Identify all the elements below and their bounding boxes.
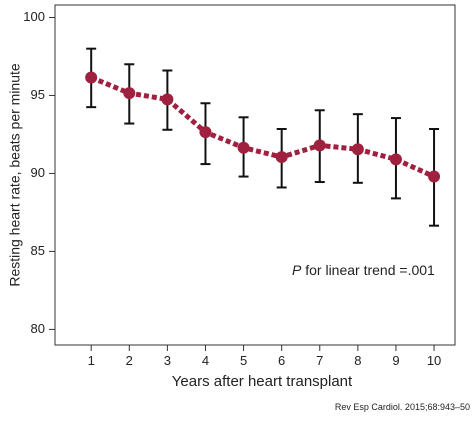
y-tick-label: 85 (31, 243, 45, 258)
y-tick-label: 100 (23, 9, 45, 24)
point (161, 93, 174, 106)
y-tick-label: 90 (31, 165, 45, 180)
x-tick-label: 10 (427, 353, 441, 368)
point (389, 153, 402, 166)
x-tick-label: 7 (316, 353, 323, 368)
point (123, 87, 136, 100)
annotation-text: for linear trend =.001 (301, 262, 435, 278)
annotation: P for linear trend =.001 (292, 262, 435, 278)
point (428, 170, 441, 183)
x-tick-label: 5 (240, 353, 247, 368)
point (85, 71, 98, 84)
plot-frame (54, 4, 456, 346)
series-line (90, 75, 436, 179)
x-tick-label: 3 (164, 353, 171, 368)
y-tick-label: 80 (31, 321, 45, 336)
x-axis-label: Years after heart transplant (172, 373, 353, 390)
point (351, 143, 364, 156)
x-tick-label: 2 (126, 353, 133, 368)
x-tick-label: 9 (392, 353, 399, 368)
x-tick-label: 1 (88, 353, 95, 368)
y-axis-label: Resting heart rate, beats per minute (7, 63, 23, 287)
x-tick-label: 4 (202, 353, 209, 368)
annotation-italic: P (292, 262, 302, 278)
point (199, 126, 212, 139)
point (237, 141, 250, 154)
y-tick-label: 95 (31, 87, 45, 102)
point (275, 151, 288, 164)
source: Rev Esp Cardiol. 2015;68:943–50 (335, 402, 470, 412)
x-tick-label: 6 (278, 353, 285, 368)
point (313, 139, 326, 152)
x-tick-label: 8 (354, 353, 361, 368)
